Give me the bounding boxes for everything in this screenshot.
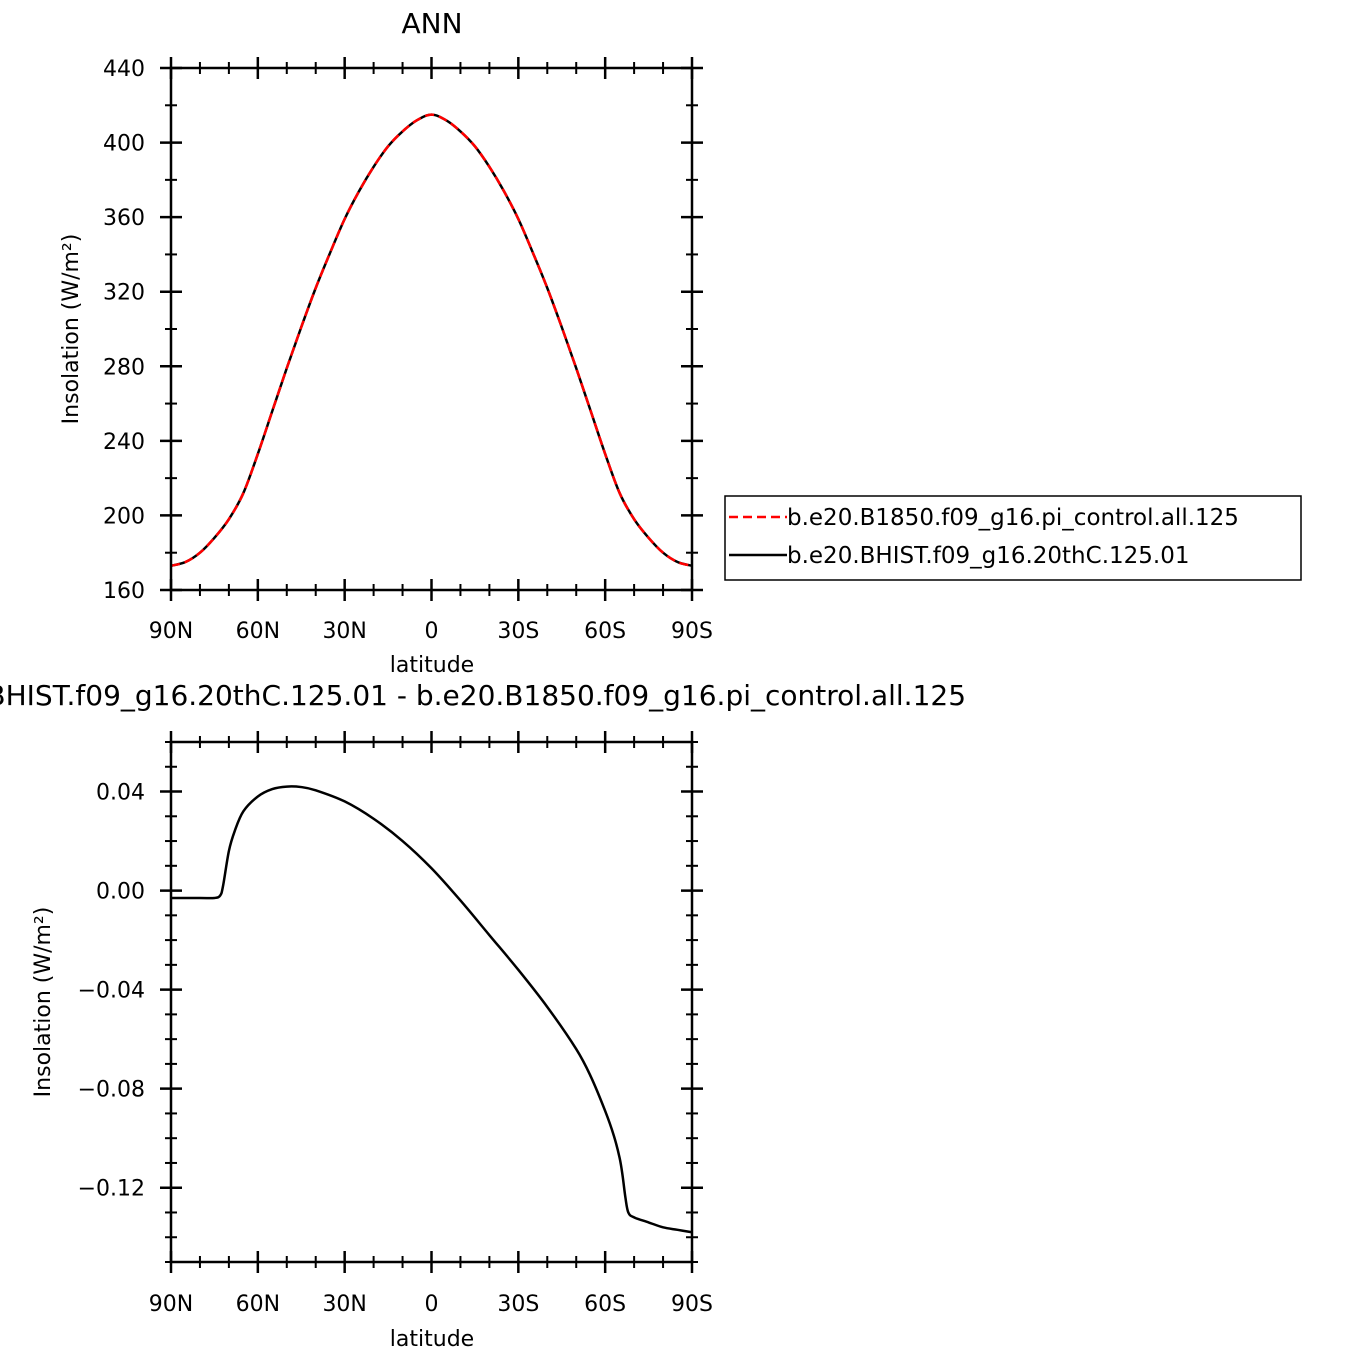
top-series-line-0 bbox=[170, 113, 693, 567]
bottom-y-tick-label: 0.00 bbox=[96, 880, 145, 905]
legend-label-control: b.e20.B1850.f09_g16.pi_control.all.125 bbox=[787, 505, 1239, 531]
top-panel: ANN 90N 60N 30N 0 30S 60S 90S 160 200 240 280 320 36… bbox=[59, 7, 713, 678]
top-x-tick-label: 90S bbox=[671, 619, 713, 644]
top-y-tick-label: 440 bbox=[103, 57, 145, 82]
top-y-tick-label: 200 bbox=[103, 504, 145, 529]
top-plot-frame bbox=[169, 66, 694, 592]
top-y-tick-label: 280 bbox=[103, 355, 145, 380]
bottom-x-axis-title: latitude bbox=[390, 1327, 474, 1352]
bottom-y-tick-label: −0.04 bbox=[78, 979, 145, 1004]
legend-label-hist: b.e20.BHIST.f09_g16.20thC.125.01 bbox=[787, 543, 1189, 569]
bottom-panel: b.e20.BHIST.f09_g16.20thC.125.01 - b.e20… bbox=[0, 679, 966, 1352]
bottom-x-tick-label: 90N bbox=[149, 1292, 193, 1317]
bottom-series-line-0 bbox=[171, 785, 693, 1234]
bottom-x-tick-label: 0 bbox=[425, 1292, 439, 1317]
bottom-y-tick-label: −0.08 bbox=[78, 1078, 145, 1103]
top-x-axis-title: latitude bbox=[390, 653, 474, 678]
legend: b.e20.B1850.f09_g16.pi_control.all.125 b… bbox=[724, 495, 1302, 581]
top-x-tick-label: 60N bbox=[236, 619, 280, 644]
top-chart-title: ANN bbox=[401, 7, 462, 40]
bottom-chart-title: b.e20.BHIST.f09_g16.20thC.125.01 - b.e20… bbox=[0, 679, 966, 712]
bottom-x-tick-label: 60S bbox=[584, 1292, 626, 1317]
bottom-y-axis-title: Insolation (W/m²) bbox=[31, 907, 56, 1098]
top-y-tick-label: 160 bbox=[103, 579, 145, 604]
top-x-tick-label: 0 bbox=[425, 619, 439, 644]
bottom-x-tick-label: 90S bbox=[671, 1292, 713, 1317]
top-y-tick-label: 320 bbox=[103, 281, 145, 306]
top-x-tick-label: 90N bbox=[149, 619, 193, 644]
top-y-axis-title: Insolation (W/m²) bbox=[59, 234, 84, 425]
legend-box bbox=[724, 495, 1302, 581]
bottom-y-tick-label: 0.04 bbox=[96, 781, 145, 806]
top-y-tick-label: 400 bbox=[103, 132, 145, 157]
bottom-x-tick-label: 30N bbox=[322, 1292, 366, 1317]
top-x-tick-label: 30S bbox=[497, 619, 539, 644]
bottom-x-tick-label: 30S bbox=[497, 1292, 539, 1317]
bottom-x-tick-label: 60N bbox=[236, 1292, 280, 1317]
bottom-plot-frame bbox=[169, 740, 694, 1264]
top-y-tick-label: 360 bbox=[103, 206, 145, 231]
bottom-y-tick-label: −0.12 bbox=[78, 1177, 145, 1202]
top-y-tick-label: 240 bbox=[103, 430, 145, 455]
top-x-tick-label: 30N bbox=[322, 619, 366, 644]
top-x-tick-label: 60S bbox=[584, 619, 626, 644]
top-series-line-1 bbox=[170, 113, 693, 567]
